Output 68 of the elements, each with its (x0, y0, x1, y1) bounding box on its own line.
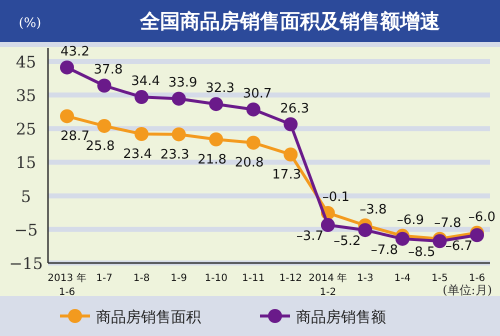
label: 21.8 (198, 152, 227, 168)
point (320, 218, 335, 232)
point (432, 234, 447, 248)
point (209, 97, 224, 112)
label: 17.3 (272, 168, 302, 182)
y-tick-label: 25 (16, 120, 36, 139)
point (284, 147, 298, 162)
x-tick-label: 1-11 (242, 273, 265, 284)
label: 23.4 (123, 147, 152, 162)
legend-item: 商品房销售面积 (60, 308, 201, 326)
point (246, 102, 260, 116)
x-tick-label: 1-8 (133, 273, 150, 284)
x-tick-label: 1-7 (96, 273, 112, 284)
x-tick-label: 1-4 (394, 273, 411, 284)
x-tick-label: 1-3 (357, 273, 374, 284)
label: –7.8 (370, 242, 398, 258)
label: 33.9 (168, 76, 198, 91)
label: –6.9 (396, 212, 424, 228)
point (134, 127, 149, 141)
point (60, 109, 74, 124)
point (134, 90, 149, 104)
annotation: (单位:月) (442, 283, 492, 297)
point (60, 60, 74, 74)
label: 30.7 (242, 86, 272, 102)
point (172, 92, 186, 106)
x-tick-label: 1-12 (279, 273, 302, 284)
x-tick-label: 1-9 (170, 273, 187, 284)
x-tick-label: 1-5 (432, 273, 448, 284)
label: 37.8 (94, 62, 123, 78)
label: 20.8 (234, 156, 264, 171)
y-tick-label: 15 (16, 153, 36, 172)
legend-label: 商品房销售面积 (96, 308, 201, 326)
label: 23.3 (160, 147, 190, 162)
label: –5.2 (334, 234, 361, 250)
point (209, 132, 224, 146)
legend-label: 商品房销售额 (296, 308, 386, 326)
x-tick-label: 2014 年 1-2 (308, 272, 348, 298)
point (284, 117, 298, 132)
y-tick-label: 5 (20, 186, 32, 206)
y-tick-label: 45 (16, 52, 36, 72)
label: –7.8 (434, 216, 462, 231)
title: 全国商品房销售面积及销售额增速 (140, 9, 440, 33)
point (470, 228, 484, 242)
y-tick-label: −15 (9, 254, 43, 273)
point (97, 118, 112, 133)
label: 34.4 (131, 74, 160, 90)
point (246, 136, 260, 150)
point (358, 223, 372, 238)
legend-item: 商品房销售额 (260, 308, 386, 326)
x-tick-label: 1-10 (204, 273, 228, 284)
label: –3.7 (296, 229, 324, 244)
label: 26.3 (280, 101, 310, 116)
label: 32.3 (206, 81, 235, 96)
point (172, 127, 186, 142)
label: 43.2 (60, 44, 90, 60)
point (97, 78, 112, 93)
label: –3.8 (360, 202, 387, 218)
point (395, 232, 410, 246)
y-tick-label: −5 (14, 220, 38, 240)
x-tick-label: 1-6 (468, 273, 486, 284)
y-tick-label: 35 (16, 86, 36, 106)
x-tick-label: 2013 年 1-6 (48, 272, 86, 298)
label: –0.1 (322, 190, 350, 205)
ylabel: (%) (18, 16, 42, 31)
label: –6.0 (468, 210, 496, 225)
label: –8.5 (408, 245, 436, 260)
label: –6.7 (445, 239, 473, 254)
label: 25.8 (86, 138, 115, 154)
